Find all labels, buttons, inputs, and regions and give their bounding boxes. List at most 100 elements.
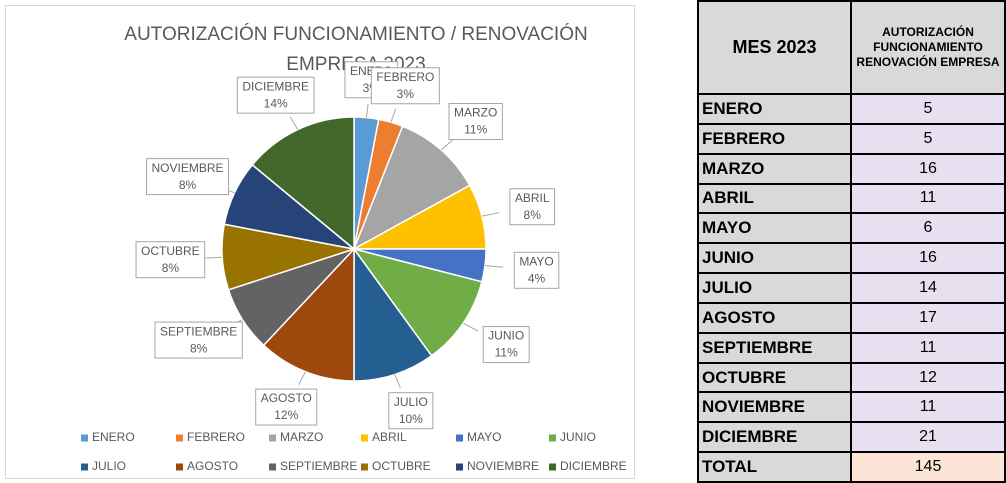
leader-line bbox=[481, 212, 500, 217]
value-cell: 11 bbox=[850, 331, 1006, 364]
legend-label: JULIO bbox=[92, 459, 126, 473]
data-label-name: DICIEMBRE bbox=[242, 79, 309, 93]
label-box bbox=[146, 158, 230, 196]
legend-swatch bbox=[81, 434, 88, 442]
legend-label: NOVIEMBRE bbox=[467, 459, 539, 473]
legend-swatch bbox=[549, 434, 556, 442]
pie-area: ENERO3%FEBRERO3%MARZO11%ABRIL8%MAYO4%JUN… bbox=[81, 61, 627, 473]
total-row: TOTAL 145 bbox=[697, 451, 1006, 483]
month-cell: SEPTIEMBRE bbox=[697, 331, 852, 364]
data-label-name: SEPTIEMBRE bbox=[160, 324, 237, 338]
legend-swatch bbox=[269, 463, 276, 471]
label-box bbox=[509, 188, 556, 226]
pie-slice bbox=[352, 125, 471, 251]
value-cell: 14 bbox=[850, 272, 1006, 304]
data-label: 4% bbox=[528, 271, 546, 285]
data-label-name: OCTUBRE bbox=[141, 244, 200, 258]
leader-line bbox=[440, 139, 454, 151]
legend-label: FEBRERO bbox=[187, 430, 245, 444]
label-box bbox=[154, 321, 243, 359]
data-label: 3% bbox=[397, 87, 415, 101]
leader-line bbox=[289, 116, 299, 130]
value-cell: 5 bbox=[850, 93, 1006, 125]
data-label: 12% bbox=[274, 408, 298, 422]
month-cell: ENERO bbox=[697, 93, 852, 125]
leader-line bbox=[390, 108, 397, 123]
legend-swatch bbox=[176, 463, 183, 471]
table-row: AGOSTO 17 bbox=[697, 301, 1006, 334]
total-label: TOTAL bbox=[697, 451, 852, 483]
value-cell: 12 bbox=[850, 361, 1006, 394]
table-row: DICIEMBRE 21 bbox=[697, 421, 1006, 454]
table-row: ABRIL 11 bbox=[697, 182, 1006, 215]
data-label: 11% bbox=[464, 123, 487, 137]
value-cell: 16 bbox=[850, 152, 1006, 185]
value-cell: 11 bbox=[850, 391, 1006, 424]
value-cell: 5 bbox=[850, 122, 1006, 155]
legend-swatch bbox=[176, 434, 183, 442]
value-cell: 6 bbox=[850, 212, 1006, 245]
total-value: 145 bbox=[850, 451, 1006, 483]
legend-label: ABRIL bbox=[372, 430, 407, 444]
leader-line bbox=[484, 265, 503, 268]
data-label: 10% bbox=[399, 412, 423, 426]
leader-line bbox=[204, 256, 223, 259]
data-label-name: MARZO bbox=[454, 106, 497, 120]
leader-line bbox=[298, 371, 306, 385]
table-row: JULIO 14 bbox=[697, 272, 1006, 304]
legend-swatch bbox=[361, 463, 368, 471]
pie-slice bbox=[262, 247, 355, 382]
month-cell: MAYO bbox=[697, 212, 852, 245]
month-cell: MARZO bbox=[697, 152, 852, 185]
legend-label: MAYO bbox=[467, 430, 501, 444]
data-label-name: NOVIEMBRE bbox=[152, 161, 224, 175]
leader-line bbox=[365, 103, 369, 118]
label-box bbox=[482, 326, 530, 364]
header-cell: AUTORIZACIÓN FUNCIONAMIENTO RENOVACIÓN E… bbox=[850, 0, 1006, 95]
table-row: MAYO 6 bbox=[697, 212, 1006, 245]
data-label-name: JULIO bbox=[394, 395, 428, 409]
month-cell: ABRIL bbox=[697, 182, 852, 215]
legend-swatch bbox=[81, 463, 88, 471]
legend-label: MARZO bbox=[280, 430, 323, 444]
legend-label: OCTUBRE bbox=[372, 459, 431, 473]
data-label: 8% bbox=[524, 208, 542, 222]
table-row: FEBRERO 5 bbox=[697, 122, 1006, 155]
value-cell: 21 bbox=[850, 421, 1006, 454]
month-cell: JUNIO bbox=[697, 242, 852, 275]
value-cell: 17 bbox=[850, 301, 1006, 334]
data-label: 14% bbox=[264, 96, 288, 110]
month-cell: JULIO bbox=[697, 272, 852, 304]
data-table: MES 2023 AUTORIZACIÓN FUNCIONAMIENTO REN… bbox=[697, 0, 1006, 483]
month-cell: DICIEMBRE bbox=[697, 421, 852, 454]
legend-swatch bbox=[456, 463, 463, 471]
data-label: 8% bbox=[179, 178, 197, 192]
value-cell: 11 bbox=[850, 182, 1006, 215]
table-row: OCTUBRE 12 bbox=[697, 361, 1006, 394]
leader-line bbox=[462, 322, 479, 332]
legend-label: ENERO bbox=[92, 430, 135, 444]
table-row: ENERO 5 bbox=[697, 93, 1006, 125]
data-label-name: FEBRERO bbox=[376, 70, 434, 84]
data-label-name: JUNIO bbox=[488, 329, 524, 343]
data-label: 8% bbox=[190, 341, 208, 355]
legend-label: SEPTIEMBRE bbox=[280, 459, 357, 473]
table-row: SEPTIEMBRE 11 bbox=[697, 331, 1006, 364]
label-box bbox=[255, 388, 318, 426]
label-box bbox=[388, 392, 434, 430]
month-cell: FEBRERO bbox=[697, 122, 852, 155]
table-row: NOVIEMBRE 11 bbox=[697, 391, 1006, 424]
label-box bbox=[135, 241, 206, 279]
label-box bbox=[370, 67, 440, 105]
month-cell: NOVIEMBRE bbox=[697, 391, 852, 424]
chart: AUTORIZACIÓN FUNCIONAMIENTO / RENOVACIÓN… bbox=[5, 5, 635, 479]
leader-line bbox=[394, 374, 401, 389]
label-box bbox=[448, 102, 503, 140]
header-cell: MES 2023 bbox=[697, 0, 852, 95]
pie-slice bbox=[251, 116, 355, 251]
table-row: MARZO 16 bbox=[697, 152, 1006, 185]
pie-slice bbox=[353, 246, 433, 382]
label-box bbox=[513, 251, 560, 289]
legend-swatch bbox=[456, 434, 463, 442]
